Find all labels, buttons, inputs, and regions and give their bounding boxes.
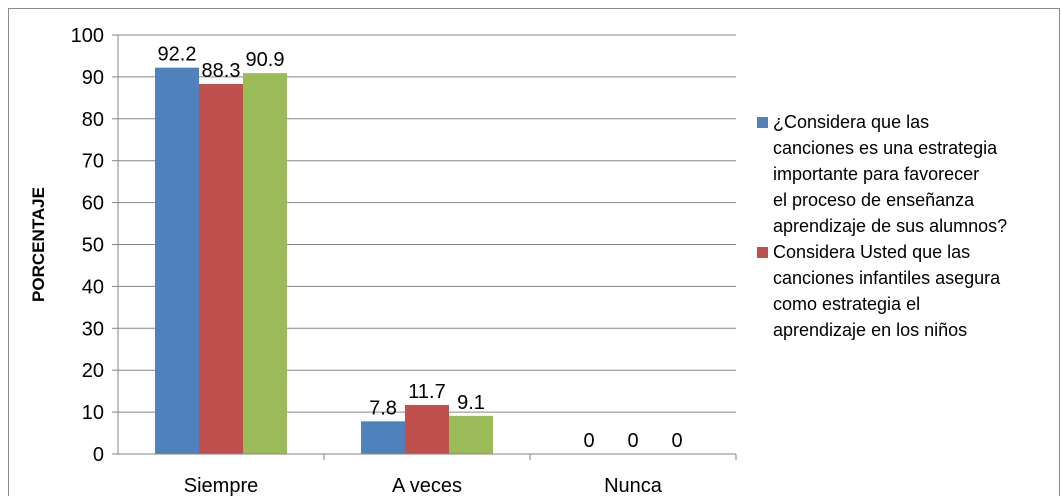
y-tick-label: 0 bbox=[93, 444, 104, 466]
legend-entry-text: aprendizaje en los niños bbox=[773, 320, 967, 340]
y-tick-label: 50 bbox=[82, 235, 104, 257]
data-label: 92.2 bbox=[158, 44, 197, 66]
legend: ¿Considera que las canciones es una estra… bbox=[757, 112, 1007, 340]
y-tick-label: 10 bbox=[82, 402, 104, 424]
x-tick-label: Nunca bbox=[604, 475, 663, 496]
y-tick-label: 70 bbox=[82, 151, 104, 173]
x-tick-label: Siempre bbox=[184, 475, 258, 496]
data-label: 9.1 bbox=[457, 392, 485, 414]
bar-1-1 bbox=[155, 67, 199, 454]
data-label: 88.3 bbox=[202, 60, 241, 82]
data-label: 0 bbox=[627, 430, 638, 452]
data-label: 0 bbox=[583, 430, 594, 452]
y-tick-label: 80 bbox=[82, 109, 104, 131]
data-label: 90.9 bbox=[246, 49, 285, 71]
bar-2-1 bbox=[199, 84, 243, 454]
data-label: 0 bbox=[671, 430, 682, 452]
x-tick-label: A veces bbox=[392, 475, 462, 496]
y-tick-label: 60 bbox=[82, 193, 104, 215]
bar-2-2 bbox=[405, 404, 449, 454]
legend-entry-text: aprendizaje de sus alumnos? bbox=[773, 216, 1007, 236]
legend-swatch bbox=[757, 247, 768, 258]
chart-frame bbox=[8, 8, 1060, 496]
data-label: 11.7 bbox=[408, 381, 445, 403]
legend-entry-text: importante para favorecer bbox=[773, 164, 979, 184]
axes: 0 10 20 30 40 50 60 70 80 90 100 Siempre A veces Nunc… bbox=[71, 25, 737, 496]
bar-3-2 bbox=[449, 415, 493, 454]
y-tick-label: 100 bbox=[71, 25, 104, 47]
bar-1-2 bbox=[361, 421, 405, 454]
bar-3-1 bbox=[243, 73, 287, 454]
legend-entry-text: el proceso de enseñanza bbox=[773, 190, 975, 210]
legend-entry-text: como estrategia el bbox=[773, 294, 920, 314]
data-labels: 92.288.3 90.9 7.8 11.7 9.1 0 0 0 bbox=[158, 44, 683, 452]
data-label: 7.8 bbox=[369, 397, 397, 419]
bars bbox=[155, 67, 493, 454]
legend-entry-text: canciones infantiles asegura bbox=[773, 268, 1001, 288]
y-tick-label: 20 bbox=[82, 360, 104, 382]
legend-entry-text: ¿Considera que las bbox=[773, 112, 929, 132]
y-tick-label: 90 bbox=[82, 67, 104, 89]
y-tick-label: 40 bbox=[82, 276, 104, 298]
y-tick-label: 30 bbox=[82, 318, 104, 340]
legend-swatch bbox=[757, 117, 768, 128]
y-axis-label: PORCENTAJE bbox=[29, 187, 48, 302]
legend-entry-text: canciones es una estrategia bbox=[773, 138, 998, 158]
legend-entry-text: Considera Usted que las bbox=[773, 242, 970, 262]
